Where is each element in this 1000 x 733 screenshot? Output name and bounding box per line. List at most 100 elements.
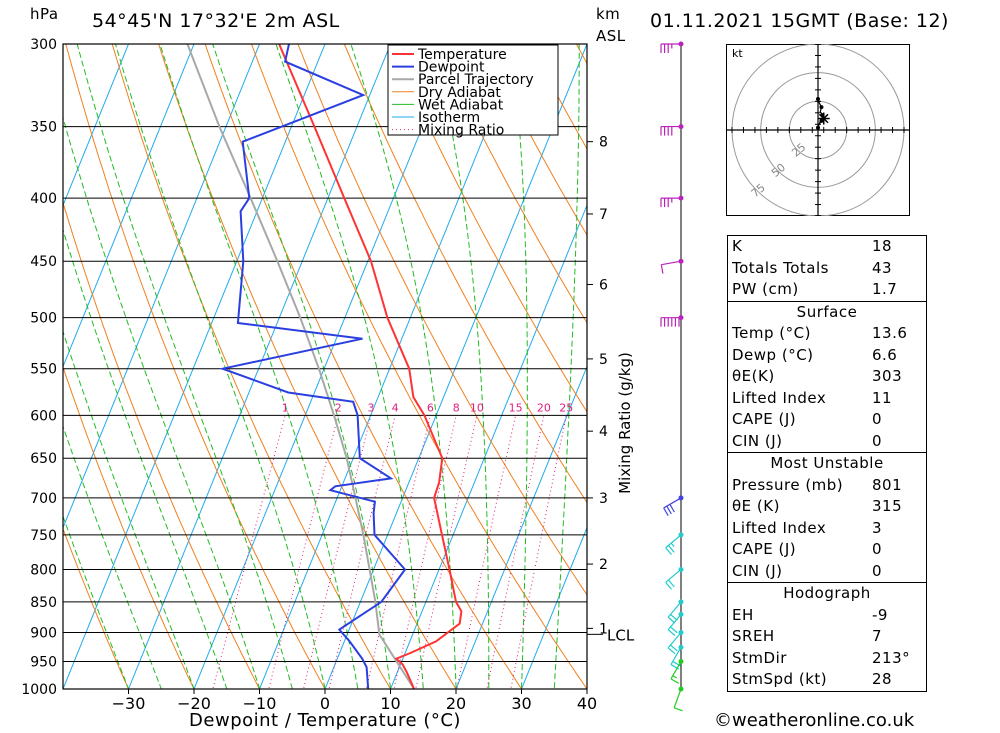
wind-barb [670,659,684,684]
height-tick-label: 6 [599,278,608,294]
mixing-ratio-line [365,415,431,689]
stat-label: CIN (J) [732,431,783,450]
wet-adiabat-line [63,424,162,689]
isotherm-line [63,44,326,689]
sounding-profiles [186,44,463,689]
hodograph-table-row: SREH 7 [728,626,926,648]
wind-barbs [660,41,684,712]
stat-label: PW (cm) [732,280,799,298]
mixing-ratio-label: 1 [282,401,289,414]
wind-barb-feather [660,264,664,274]
mixing-ratio-label: 6 [427,401,434,414]
wind-barb [660,315,684,327]
mixing-ratio-line [393,415,457,689]
wind-barb [667,630,684,655]
dry-adiabat-line [702,0,720,715]
wet-adiabat-line [63,115,261,689]
wind-barb [665,566,684,590]
stat-value: 213° [872,648,911,667]
surface-section-title: Surface [728,300,926,324]
stat-value: 43 [872,258,893,277]
stat-label: K [732,237,743,255]
stat-label: CAPE (J) [732,540,797,558]
pressure-tick-label: 1000 [21,682,57,698]
temperature-tick-label: 30 [511,694,531,713]
wind-barb [660,124,684,136]
wet-adiabat-line [63,514,130,689]
height-tick-label: 3 [599,491,608,507]
stat-value: 7 [872,627,883,645]
mixing-ratio-line [268,415,339,689]
wind-barb-shaft [661,260,682,266]
hodograph-table-row: StmSpd (kt) 28 [728,669,926,691]
hodograph-unit-label: kt [732,47,743,60]
temperature-tick-label: −10 [243,694,277,713]
lcl-label: LCL [607,626,635,644]
indices-row: Totals Totals 43 [728,258,926,280]
stat-label: θE (K) [732,497,780,515]
mixing-ratio-label: 10 [470,401,484,414]
height-tick-label: 7 [599,207,608,223]
height-ref-label: ASL [596,27,626,45]
stat-label: Lifted Index [732,518,827,537]
temperature-tick-label: 20 [446,694,466,713]
dry-adiabat-lines [63,0,720,715]
mixing-ratio-line [510,415,567,689]
stat-label: Dewp (°C) [732,345,814,364]
location-title: 54°45'N 17°32'E 2m ASL [92,10,340,32]
stat-label: CIN (J) [732,561,783,580]
wet-adiabat-line [212,44,392,689]
wind-barb-shaft [663,497,682,509]
stat-value: 28 [872,670,893,688]
hodograph-point [816,97,820,102]
stat-value: 0 [872,410,883,428]
stat-value: 6.6 [872,345,898,364]
most-unstable-row: Pressure (mb) 801 [728,475,926,497]
dry-adiabat-line [65,44,326,689]
surface-row: θE(K) 303 [728,366,926,388]
height-tick-label: 2 [599,557,608,573]
hodograph-table-row: EH -9 [728,605,926,627]
wind-barb-feather [673,707,683,712]
mixing-ratio-label: 8 [453,401,460,414]
dry-adiabat-line [570,0,720,715]
wind-barb [660,258,684,274]
mixing-ratio-line [328,415,396,689]
mixing-ratio-label: 15 [509,401,523,414]
mixing-ratio-label: 3 [368,401,375,414]
wind-barb-feather [669,504,675,513]
legend-label: Wet Adiabat [418,97,504,113]
surface-row: Temp (°C) 13.6 [728,323,926,345]
stat-label: EH [732,605,754,624]
isotherm-line [63,44,261,530]
wind-barb-feather [666,505,672,515]
indices-row: PW (cm) 1.7 [728,279,926,301]
mixing-ratio-label: 25 [559,401,573,414]
legend-label: Dry Adiabat [418,85,501,101]
mixing-ratio-line [415,415,478,689]
legend-label: Mixing Ratio [418,123,504,139]
stat-value: 0 [872,431,883,450]
stat-label: SREH [732,627,775,645]
pressure-tick-label: 500 [30,311,57,327]
most-unstable-row: θE (K) 315 [728,496,926,518]
wind-barb-feather [665,547,672,556]
wind-barb [665,532,684,556]
isotherm-line [324,44,587,689]
wind-barb-feather [665,581,672,590]
mixing-ratio-line [212,415,286,689]
mixing-ratio-line [486,415,545,689]
dry-adiabat-line [63,527,130,689]
chart-axes: 1 2 3 4 6 8 10 15 20 2530035040045050055060065070… [21,37,634,731]
wind-barb-feather [663,507,669,517]
legend-label: Parcel Trajectory [418,72,534,88]
stat-label: StmDir [732,648,787,667]
wind-barb [673,686,684,712]
mixing-ratio-lines [212,415,567,689]
dry-adiabat-line [658,0,720,715]
pressure-tick-label: 750 [30,528,57,544]
isotherm-line [63,44,195,368]
stat-label: StmSpd (kt) [732,670,828,688]
